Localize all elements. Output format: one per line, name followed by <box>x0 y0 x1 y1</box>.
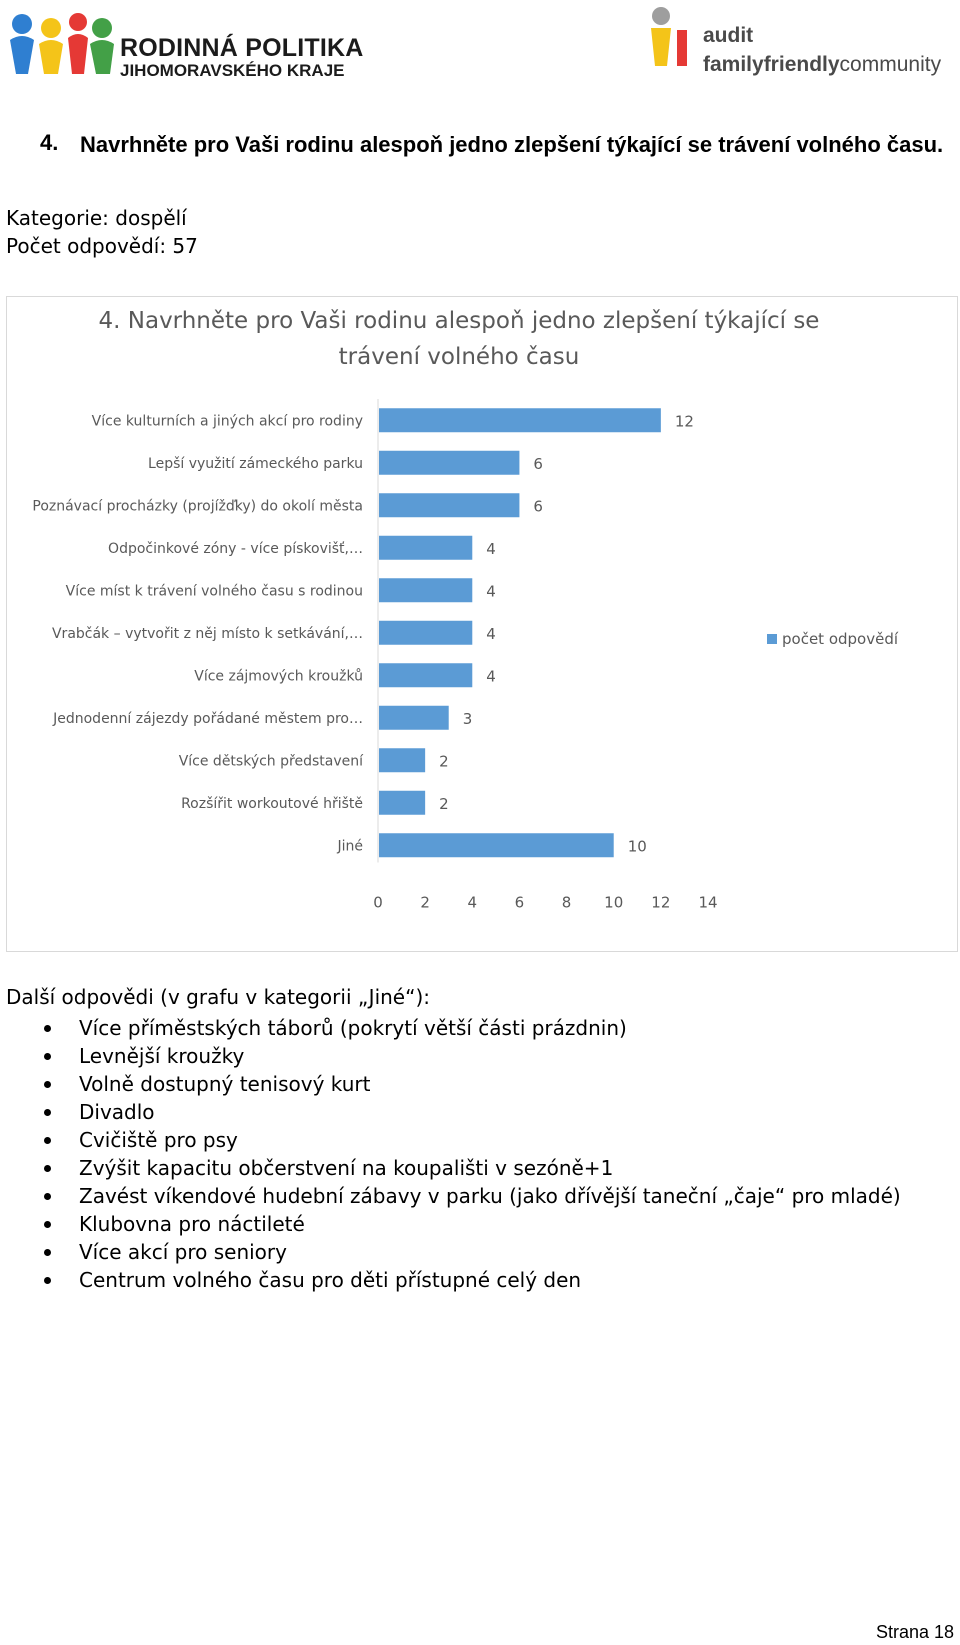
bullet-icon <box>44 1165 51 1172</box>
answer-text: Více akcí pro seniory <box>79 1240 287 1264</box>
category-label: Lepší využití zámeckého parku <box>148 456 363 472</box>
data-label: 4 <box>486 667 496 685</box>
bar-chart: 4. Navrhněte pro Vaši rodinu alespoň jed… <box>6 296 958 952</box>
answer-item: Zavést víkendové hudební zábavy v parku … <box>0 1182 901 1210</box>
answer-item: Více akcí pro seniory <box>0 1238 901 1266</box>
category-label: Vrabčák – vytvořit z něj místo k setkává… <box>52 626 363 642</box>
question-text: Navrhněte pro Vaši rodinu alespoň jedno … <box>80 132 944 157</box>
more-answers-list: Více příměstských táborů (pokrytí větší … <box>0 1014 901 1294</box>
answer-text: Zvýšit kapacitu občerstvení na koupališt… <box>79 1156 614 1180</box>
x-tick-label: 14 <box>698 894 717 912</box>
bullet-icon <box>44 1249 51 1256</box>
bullet-icon <box>44 1277 51 1284</box>
x-tick-label: 8 <box>562 894 572 912</box>
chart-title-line: 4. Navrhněte pro Vaši rodinu alespoň jed… <box>99 308 820 334</box>
category-label: Rozšířit workoutové hřiště <box>181 796 363 812</box>
bar <box>379 450 520 475</box>
legend-label: počet odpovědí <box>782 630 899 648</box>
answer-text: Klubovna pro náctileté <box>79 1212 305 1236</box>
data-label: 2 <box>439 795 449 813</box>
x-tick-label: 0 <box>373 894 383 912</box>
answer-item: Centrum volného času pro děti přístupné … <box>0 1266 901 1294</box>
category-label: Jednodenní zájezdy pořádané městem pro… <box>52 711 363 727</box>
answer-item: Více příměstských táborů (pokrytí větší … <box>0 1014 901 1042</box>
bullet-icon <box>44 1221 51 1228</box>
family-figures-logo-icon <box>10 13 114 74</box>
x-tick-label: 10 <box>604 894 623 912</box>
data-label: 2 <box>439 752 449 770</box>
x-tick-label: 12 <box>651 894 670 912</box>
category-label: Více zájmových kroužků <box>194 668 363 684</box>
bar <box>379 620 473 645</box>
bullet-icon <box>44 1137 51 1144</box>
category-label: Více kulturních a jiných akcí pro rodiny <box>92 413 363 429</box>
answer-item: Levnější kroužky <box>0 1042 901 1070</box>
data-label: 6 <box>533 497 543 515</box>
answer-item: Divadlo <box>0 1098 901 1126</box>
bar-chart-svg: 4. Navrhněte pro Vaši rodinu alespoň jed… <box>32 308 899 912</box>
answer-text: Centrum volného času pro děti přístupné … <box>79 1268 582 1292</box>
rodinna-politika-logo: RODINNÁ POLITIKA JIHOMORAVSKÉHO KRAJE <box>6 6 363 80</box>
question-number: 4. <box>40 130 59 155</box>
category-label: Více míst k trávení volného času s rodin… <box>66 583 363 599</box>
data-label: 6 <box>533 455 543 473</box>
audit-label: audit <box>703 24 754 47</box>
category-label: Více dětských představení <box>179 753 364 769</box>
bullet-icon <box>44 1053 51 1060</box>
more-answers-title: Další odpovědi (v grafu v kategorii „Jin… <box>6 985 431 1009</box>
answer-text: Divadlo <box>79 1100 155 1124</box>
familyfriendly-community-label: familyfriendlycommunity <box>703 53 942 76</box>
data-label: 4 <box>486 625 496 643</box>
data-label: 4 <box>486 582 496 600</box>
logo-title: RODINNÁ POLITIKA <box>120 34 364 62</box>
bar <box>379 790 426 815</box>
x-tick-label: 4 <box>468 894 478 912</box>
data-label: 3 <box>463 710 473 728</box>
data-label: 10 <box>628 837 647 855</box>
answer-text: Zavést víkendové hudební zábavy v parku … <box>79 1184 901 1208</box>
answer-text: Cvičiště pro psy <box>79 1128 238 1152</box>
page-number: Strana 18 <box>875 1622 954 1642</box>
answer-item: Klubovna pro náctileté <box>0 1210 901 1238</box>
audit-figure-icon <box>651 7 687 66</box>
data-label: 4 <box>486 540 496 558</box>
x-tick-label: 6 <box>515 894 525 912</box>
bullet-icon <box>44 1081 51 1088</box>
bullet-icon <box>44 1193 51 1200</box>
bar <box>379 408 661 433</box>
answer-item: Volně dostupný tenisový kurt <box>0 1070 901 1098</box>
answer-item: Zvýšit kapacitu občerstvení na koupališt… <box>0 1154 901 1182</box>
data-label: 12 <box>675 412 694 430</box>
answers-count: Počet odpovědí: 57 <box>6 234 198 258</box>
bar <box>379 705 449 730</box>
chart-title-line: trávení volného času <box>339 344 580 370</box>
answer-text: Volně dostupný tenisový kurt <box>79 1072 371 1096</box>
category-label: Odpočinkové zóny - více pískovišť,… <box>108 541 363 557</box>
category-label: Jiné <box>336 838 363 854</box>
answer-text: Více příměstských táborů (pokrytí větší … <box>79 1016 627 1040</box>
bar <box>379 493 520 518</box>
bullet-icon <box>44 1025 51 1032</box>
answer-item: Cvičiště pro psy <box>0 1126 901 1154</box>
x-tick-label: 2 <box>420 894 430 912</box>
bar <box>379 663 473 688</box>
logo-subtitle: JIHOMORAVSKÉHO KRAJE <box>120 61 345 80</box>
category-label: Kategorie: dospělí <box>6 206 187 230</box>
bar <box>379 535 473 560</box>
legend-swatch <box>767 634 777 644</box>
category-label: Poznávací procházky (projížďky) do okolí… <box>32 498 363 514</box>
bar <box>379 833 614 858</box>
answer-text: Levnější kroužky <box>79 1044 245 1068</box>
bullet-icon <box>44 1109 51 1116</box>
bar <box>379 748 426 773</box>
audit-ffc-logo: audit familyfriendlycommunity <box>645 4 955 78</box>
bar <box>379 578 473 603</box>
